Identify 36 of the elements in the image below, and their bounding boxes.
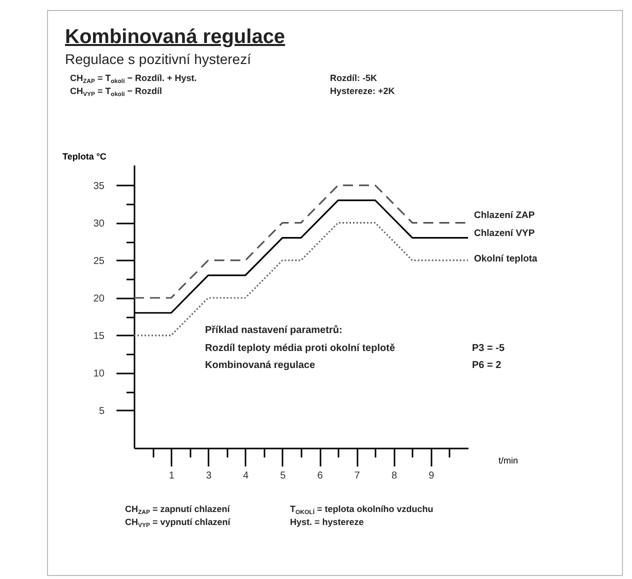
y-tick-label: 20 bbox=[93, 293, 105, 304]
text: CH$_{VYP}$ = vypnutí chlazení bbox=[125, 517, 230, 531]
series-label: Chlazení ZAP bbox=[474, 210, 536, 221]
y-tick-label: 30 bbox=[93, 218, 105, 230]
text: Rozdíl: -5K bbox=[330, 73, 377, 84]
y-tick-label: 10 bbox=[93, 368, 105, 380]
x-tick-label: 1 bbox=[168, 470, 175, 482]
x-tick-label: 6 bbox=[317, 470, 324, 482]
text: P6 = 2 bbox=[472, 360, 502, 371]
x-tick-label: 9 bbox=[428, 470, 435, 482]
text: CH$_{ZAP}$ = T$_{okolí}$ − Rozdíl. + Hyst. bbox=[70, 73, 197, 85]
y-axis-title: Teplota °C bbox=[62, 152, 107, 162]
x-tick-label: 4 bbox=[243, 470, 250, 482]
y-tick-label: 35 bbox=[93, 180, 105, 192]
text: Hystereze: +2K bbox=[330, 86, 395, 97]
annotation: Rozdíl teploty média proti okolní teplotě bbox=[205, 343, 396, 354]
x-tick-label: 5 bbox=[280, 470, 286, 482]
x-tick-label: 7 bbox=[354, 470, 360, 482]
x-tick-label: 3 bbox=[206, 470, 212, 482]
text: T$_{OKOLÍ}$ = teplota okolního vzduchu bbox=[290, 504, 434, 516]
y-tick-label: 15 bbox=[93, 330, 105, 342]
annotation: Kombinovaná regulace bbox=[205, 360, 316, 371]
series-label: Chlazení VYP bbox=[474, 228, 536, 239]
y-tick-label: 5 bbox=[98, 406, 105, 417]
line-series bbox=[133, 222, 469, 336]
text: Hyst. = hystereze bbox=[290, 517, 364, 528]
x-axis-title: t/min bbox=[498, 456, 518, 466]
annotation: Příklad nastavení parametrů: bbox=[205, 325, 342, 336]
chart-title: Kombinovaná regulace bbox=[65, 26, 286, 49]
text: CH$_{VYP}$ = T$_{okolí}$ − Rozdíl bbox=[70, 86, 162, 100]
chart-subtitle: Regulace s pozitivní hysterezí bbox=[65, 51, 251, 67]
text: P3 = -5 bbox=[472, 343, 505, 354]
text: CH$_{ZAP}$ = zapnutí chlazení bbox=[125, 504, 230, 516]
y-tick-label: 25 bbox=[93, 256, 105, 267]
x-tick-label: 8 bbox=[391, 470, 398, 482]
series-label: Okolní teplota bbox=[474, 253, 538, 264]
